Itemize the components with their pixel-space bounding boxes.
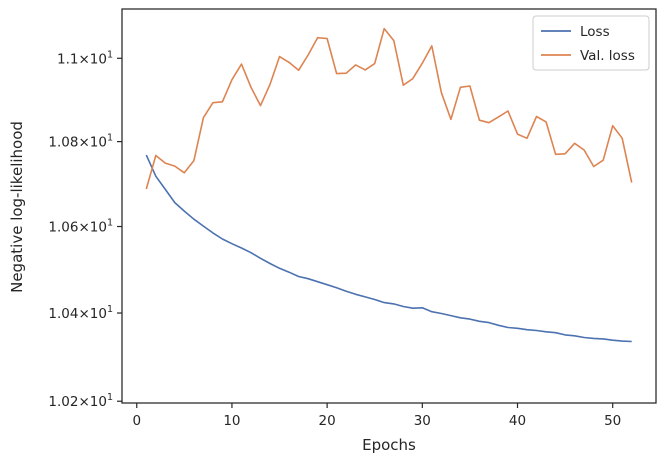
series-layer <box>145 27 633 343</box>
x-tick-label: 40 <box>509 413 526 429</box>
x-axis: 0 10 20 30 40 50 <box>132 403 621 429</box>
x-axis-label: Epochs <box>362 436 416 454</box>
legend-label: Loss <box>580 24 610 40</box>
y-tick-label: 1.04×101 <box>48 304 113 322</box>
y-axis-label: Negative log-likelihood <box>8 121 26 293</box>
plot-frame <box>121 8 657 404</box>
legend: Loss Val. loss <box>532 15 650 71</box>
x-tick-label: 10 <box>223 413 240 429</box>
x-tick-label: 20 <box>319 413 336 429</box>
y-axis: 1.02×101 1.04×101 1.06×101 1.08×101 1.1×101 <box>48 49 122 410</box>
legend-label: Val. loss <box>580 48 635 64</box>
y-tick-label: 1.06×101 <box>48 218 113 236</box>
plot-area <box>121 8 657 404</box>
y-tick-label: 1.08×101 <box>48 133 113 151</box>
legend-box <box>532 15 650 71</box>
y-tick-label: 1.1×101 <box>57 49 113 67</box>
series-line-loss <box>145 154 632 343</box>
x-tick-label: 30 <box>414 413 431 429</box>
y-tick-label: 1.02×101 <box>48 392 113 410</box>
x-tick-label: 0 <box>132 413 141 429</box>
x-tick-label: 50 <box>604 413 621 429</box>
series-line-val-loss <box>145 27 633 190</box>
